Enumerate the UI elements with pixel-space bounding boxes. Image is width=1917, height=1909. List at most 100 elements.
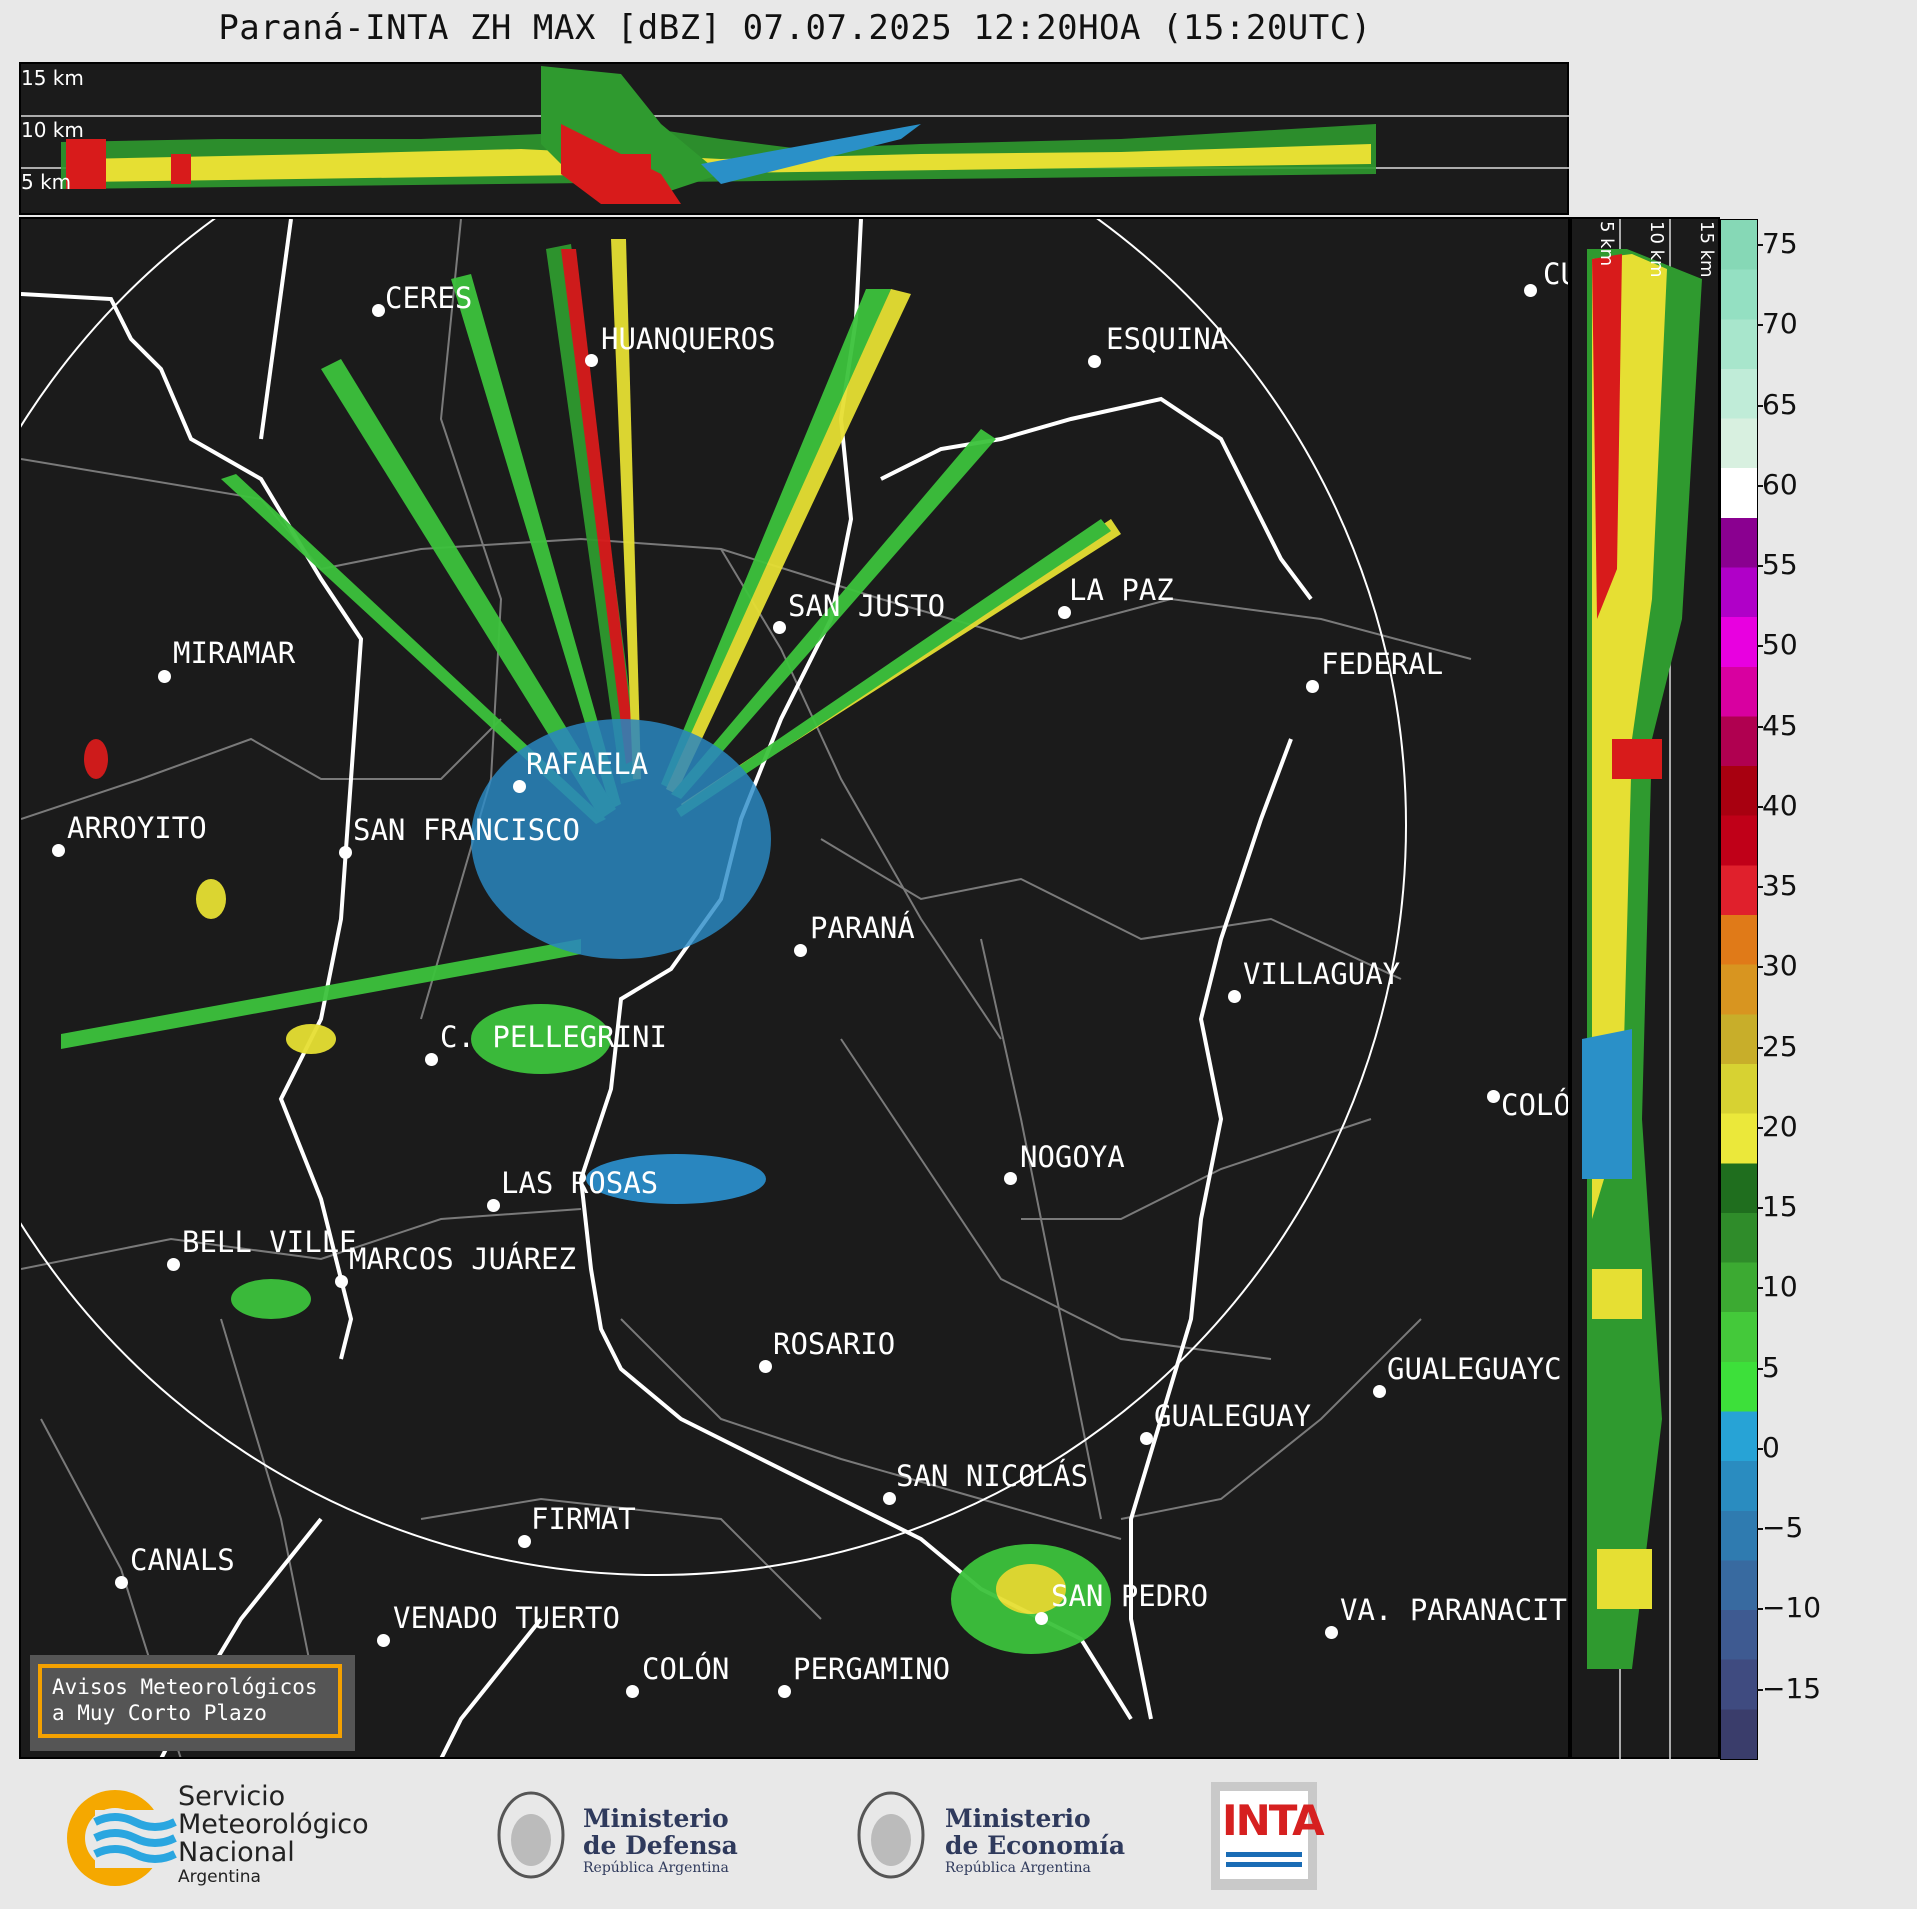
city-label-pergamino: PERGAMINO (793, 1652, 951, 1686)
city-label-marcos-juarez: MARCOS JUÁREZ (349, 1242, 576, 1276)
colorbar-tick-mark (1757, 1688, 1763, 1691)
city-dot-esquina (1088, 355, 1101, 368)
colorbar-tick-mark (1757, 1287, 1763, 1290)
city-label-san-nicolas: SAN NICOLÁS (896, 1459, 1089, 1493)
city-label-colo: COLÓ (1501, 1088, 1570, 1122)
city-label-c-pellegrini: C. PELLEGRINI (440, 1020, 667, 1054)
smn-line2: Meteorológico (178, 1809, 369, 1840)
smn-logo-text: Servicio Meteorológico Nacional Argentin… (178, 1781, 369, 1888)
city-label-canals: CANALS (130, 1543, 235, 1577)
colorbar-tick-mark (1757, 805, 1763, 808)
city-dot-bell-ville (167, 1258, 180, 1271)
city-label-firmat: FIRMAT (531, 1502, 636, 1536)
city-dot-la-paz (1058, 606, 1071, 619)
smn-line1: Servicio (178, 1781, 286, 1812)
colorbar-tick-mark (1757, 1207, 1763, 1209)
smn-line4: Argentina (178, 1867, 261, 1887)
city-dot-venado-tuerto (377, 1634, 390, 1647)
city-dot-rafaela (513, 780, 526, 793)
colorbar-tick-label: 5 (1762, 1350, 1780, 1384)
side-label-15km: 15 km (1696, 221, 1717, 278)
colorbar-tick-label: 65 (1762, 387, 1798, 421)
city-dot-colon (626, 1685, 639, 1698)
top-label-15km: 15 km (21, 66, 84, 90)
colorbar-tick-label: 35 (1762, 869, 1798, 902)
colorbar-tick-mark (1757, 645, 1763, 648)
inta-logo-text: INTA (1222, 1796, 1325, 1845)
defensa-line3: República Argentina (583, 1860, 729, 1876)
range-ring (21, 219, 1407, 1576)
colorbar-tick-mark (1757, 404, 1763, 407)
colorbar-tick-mark (1757, 1447, 1763, 1450)
colorbar-tick-label: 45 (1762, 708, 1798, 742)
city-label-la-paz: LA PAZ (1069, 573, 1174, 607)
city-label-san-justo: SAN JUSTO (788, 589, 946, 623)
chart-title: Paraná-INTA ZH MAX [dBZ] 07.07.2025 12:2… (218, 8, 1372, 48)
economia-line1: Ministerio (945, 1804, 1091, 1833)
city-label-cu: CU (1543, 257, 1568, 291)
city-label-parana: PARANÁ (810, 911, 915, 945)
province-boundaries (21, 219, 1313, 1757)
city-label-nogoya: NOGOYA (1020, 1140, 1125, 1174)
city-label-las-rosas: LAS ROSAS (501, 1166, 659, 1200)
colorbar-tick-mark (1757, 725, 1763, 728)
city-dot-parana (794, 944, 807, 957)
city-dot-marcos-juarez (335, 1275, 348, 1288)
colorbar-tick-label: 15 (1762, 1190, 1798, 1223)
economia-line2: de Economía (945, 1831, 1126, 1860)
colorbar-tick-label: 0 (1762, 1430, 1780, 1464)
colorbar-tick-label: 55 (1762, 548, 1798, 581)
economia-logo-text: Ministerio de Economía República Argenti… (945, 1805, 1125, 1877)
top-cross-section-panel: 15 km 10 km 5 km (19, 62, 1569, 215)
city-label-huanqueros: HUANQUEROS (601, 322, 776, 356)
economia-line3: República Argentina (945, 1860, 1091, 1876)
colorbar-tick-label: 60 (1762, 467, 1798, 501)
city-dot-villaguay (1228, 990, 1241, 1003)
side-cross-section-panel: 5 km 10 km 15 km (1570, 217, 1720, 1759)
city-dot-gualeguay (1140, 1432, 1153, 1445)
colorbar-tick-label: 75 (1762, 227, 1798, 260)
city-label-gualeguaychu: GUALEGUAYC (1387, 1352, 1562, 1386)
colorbar-tick-mark (1757, 966, 1763, 969)
top-label-5km: 5 km (21, 170, 72, 194)
city-dot-san-nicolas (883, 1492, 896, 1505)
colorbar-tick-label: −5 (1762, 1511, 1804, 1544)
city-dot-san-justo (773, 621, 786, 634)
city-dot-canals (115, 1576, 128, 1589)
city-label-rosario: ROSARIO (773, 1327, 896, 1361)
city-dot-gualeguaychu (1373, 1385, 1386, 1398)
city-label-arroyito: ARROYITO (67, 811, 207, 845)
smn-logo-icon (67, 1790, 177, 1886)
colorbar-tick-mark (1757, 565, 1763, 567)
colorbar-tick-label: 20 (1762, 1109, 1798, 1143)
dbz-colorbar (1720, 219, 1758, 1760)
city-dot-va-paranacito (1325, 1626, 1338, 1639)
city-label-esquina: ESQUINA (1106, 322, 1229, 356)
city-label-gualeguay: GUALEGUAY (1154, 1399, 1312, 1433)
colorbar-tick-mark (1757, 1367, 1763, 1370)
colorbar-tick-mark (1757, 1608, 1763, 1611)
economia-emblem-icon (857, 1791, 925, 1879)
defensa-line1: Ministerio (583, 1804, 729, 1833)
city-label-colon: COLÓN (642, 1652, 730, 1686)
colorbar-tick-mark (1757, 324, 1763, 327)
colorbar-tick-label: −10 (1762, 1591, 1822, 1625)
radar-map-panel: CERES HUANQUEROS ESQUINA CU SAN JUSTO LA… (19, 217, 1570, 1759)
smn-line3: Nacional (178, 1837, 295, 1868)
colorbar-tick-label: 40 (1762, 788, 1798, 822)
top-label-10km: 10 km (21, 118, 84, 142)
colorbar-tick-label: 30 (1762, 949, 1798, 983)
side-cross-section-echoes (1582, 219, 1702, 1759)
city-dot-arroyito (52, 844, 65, 857)
colorbar-tick-mark (1757, 484, 1763, 487)
city-dot-las-rosas (487, 1199, 500, 1212)
defensa-logo-text: Ministerio de Defensa República Argentin… (583, 1805, 738, 1877)
radar-echoes (61, 239, 1121, 1654)
colorbar-tick-label: 25 (1762, 1029, 1798, 1063)
colorbar-tick-label: −15 (1762, 1671, 1822, 1705)
avisos-line2: a Muy Corto Plazo (52, 1701, 267, 1725)
top-cross-section-echoes (21, 66, 1569, 204)
city-label-va-paranacito: VA. PARANACIT (1340, 1593, 1567, 1627)
avisos-line1: Avisos Meteorológicos (52, 1675, 318, 1699)
defensa-emblem-icon (497, 1791, 565, 1879)
